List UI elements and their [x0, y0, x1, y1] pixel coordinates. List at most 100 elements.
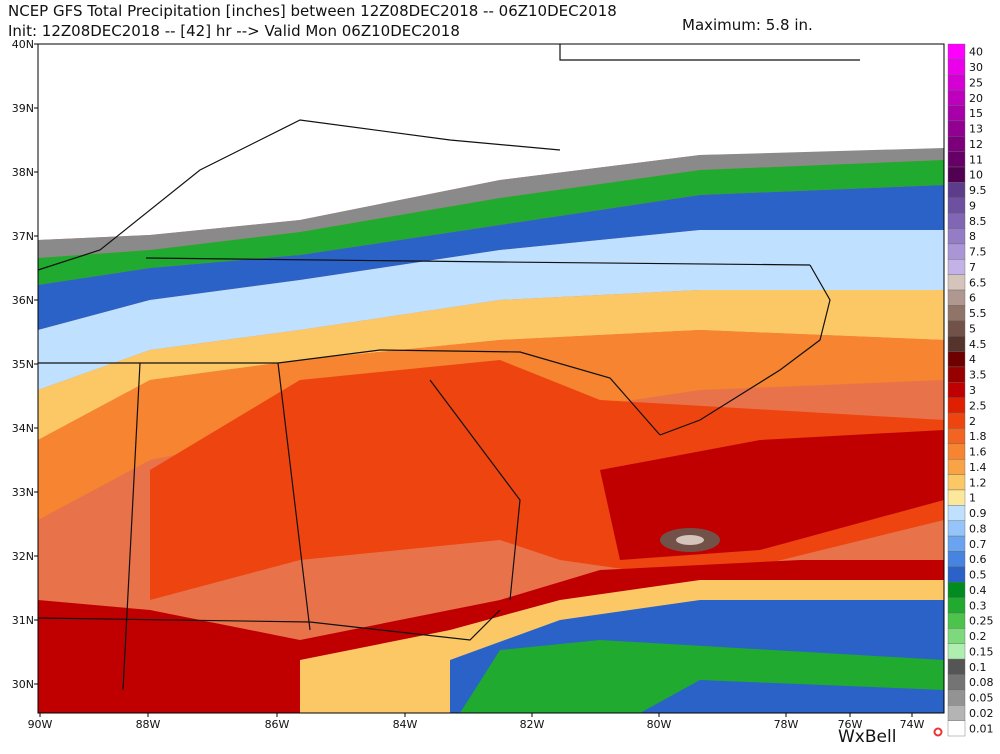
- lat-label: 38N: [12, 166, 34, 179]
- legend-label: 0.02: [969, 707, 994, 720]
- legend-swatch: [947, 366, 966, 383]
- lon-label: 76W: [838, 718, 863, 731]
- legend-swatch: [947, 566, 966, 583]
- legend-swatch: [947, 305, 966, 321]
- lon-label: 80W: [647, 718, 672, 731]
- legend-label: 0.9: [969, 507, 987, 520]
- legend-label: 1.4: [969, 461, 987, 474]
- legend-swatch: [947, 335, 966, 352]
- legend-swatch: [947, 459, 966, 475]
- legend-label: 4: [969, 353, 976, 366]
- legend-swatch: [947, 43, 966, 60]
- lat-label: 40N: [12, 38, 34, 51]
- legend-label: 9: [969, 199, 976, 212]
- legend-label: 3.5: [969, 369, 987, 382]
- lat-label: 33N: [12, 486, 34, 499]
- maximum: Maximum: 5.8 in.: [682, 16, 813, 34]
- title: NCEP GFS Total Precipitation [inches] be…: [8, 2, 617, 20]
- lon-label: 90W: [28, 718, 53, 731]
- legend-swatch: [947, 443, 966, 460]
- legend-swatch: [947, 351, 966, 368]
- legend-swatch: [947, 705, 966, 721]
- legend-swatch: [947, 520, 966, 537]
- legend-label: 0.1: [969, 661, 987, 674]
- legend-swatch: [947, 597, 966, 614]
- lon-label: 86W: [265, 718, 290, 731]
- legend-label: 0.15: [969, 645, 994, 658]
- legend-label: 6: [969, 292, 976, 305]
- legend-swatch: [947, 136, 966, 152]
- legend-swatch: [947, 412, 966, 429]
- lat-label: 39N: [12, 102, 34, 115]
- legend-label: 0.3: [969, 599, 987, 612]
- legend-label: 0.05: [969, 692, 994, 705]
- legend-swatch: [947, 551, 966, 568]
- legend-label: 0.8: [969, 522, 987, 535]
- axes: 40N 39N 38N 37N 36N 35N 34N 33N 32N 31N 30N 90W 88W 8…: [12, 38, 925, 731]
- legend-swatch: [947, 397, 966, 414]
- legend-label: 8: [969, 230, 976, 243]
- legend-swatch: [947, 612, 966, 629]
- legend-label: 0.5: [969, 569, 987, 582]
- map: [37, 43, 945, 714]
- legend-label: 2.5: [969, 399, 987, 412]
- subtitle: Init: 12Z08DEC2018 -- [42] hr --> Valid …: [8, 22, 460, 40]
- legend-label: 0.25: [969, 615, 994, 628]
- legend-swatch: [947, 243, 966, 260]
- legend-label: 1.6: [969, 446, 987, 459]
- lon-label: 84W: [393, 718, 418, 731]
- legend-label: 13: [969, 123, 983, 136]
- legend-swatch: [947, 674, 966, 691]
- legend-swatch: [947, 105, 966, 122]
- lat-label: 34N: [12, 422, 34, 435]
- legend-label: 6.5: [969, 276, 987, 289]
- legend-swatch: [947, 259, 966, 275]
- legend-label: 0.6: [969, 553, 987, 566]
- legend-swatch: [947, 120, 966, 137]
- legend-label: 0.4: [969, 584, 987, 597]
- legend-swatch: [947, 643, 966, 660]
- legend-label: 5: [969, 322, 976, 335]
- legend-swatch: [947, 182, 966, 198]
- legend-label: 1.8: [969, 430, 987, 443]
- lon-label: 88W: [136, 718, 161, 731]
- legend-label: 0.08: [969, 676, 994, 689]
- lat-label: 35N: [12, 358, 34, 371]
- legend-label: 20: [969, 92, 983, 105]
- legend-swatch: [947, 489, 966, 506]
- legend-swatch: [947, 628, 966, 644]
- legend-label: 7: [969, 261, 976, 274]
- lat-label: 36N: [12, 294, 34, 307]
- legend-swatch: [947, 382, 966, 398]
- legend-swatch: [947, 274, 966, 291]
- legend-swatch: [947, 535, 966, 552]
- logo: WxBell: [838, 727, 896, 747]
- legend-swatch: [947, 228, 966, 245]
- legend-label: 9.5: [969, 184, 987, 197]
- legend-label: 10: [969, 169, 983, 182]
- legend-swatch: [947, 582, 966, 598]
- legend-label: 1: [969, 492, 976, 505]
- legend-swatch: [947, 689, 966, 706]
- legend-swatch: [947, 212, 966, 229]
- legend-label: 5.5: [969, 307, 987, 320]
- legend-swatch: [947, 289, 966, 306]
- legend: 4030252015131211109.598.587.576.565.554.…: [947, 43, 994, 737]
- legend-label: 11: [969, 153, 983, 166]
- legend-label: 8.5: [969, 215, 987, 228]
- legend-swatch: [947, 151, 966, 168]
- legend-swatch: [947, 658, 966, 675]
- logo-dot: [933, 727, 943, 737]
- legend-swatch: [947, 89, 966, 106]
- lon-label: 82W: [520, 718, 545, 731]
- legend-swatch: [947, 428, 966, 445]
- legend-swatch: [947, 59, 966, 75]
- legend-label: 7.5: [969, 246, 987, 259]
- legend-label: 1.2: [969, 476, 987, 489]
- legend-label: 12: [969, 138, 983, 151]
- legend-swatch: [947, 197, 966, 214]
- legend-label: 40: [969, 46, 983, 59]
- lat-label: 30N: [12, 678, 34, 691]
- legend-swatch: [947, 474, 966, 491]
